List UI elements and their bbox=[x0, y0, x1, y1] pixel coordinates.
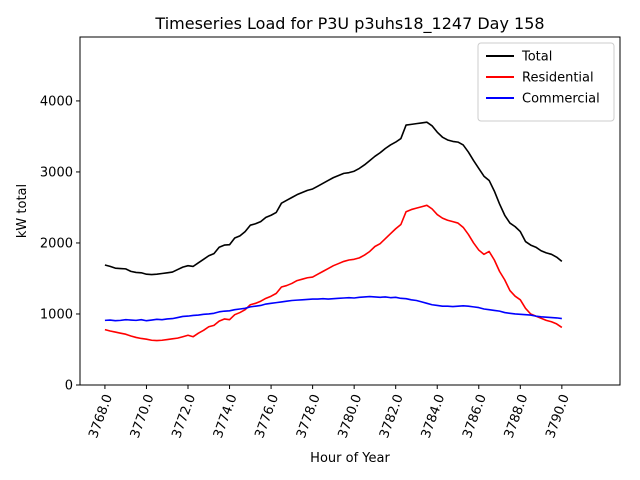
plot-frame bbox=[79, 36, 621, 386]
y-tick-label: 4000 bbox=[40, 94, 73, 109]
chart-title: Timeseries Load for P3U p3uhs18_1247 Day… bbox=[154, 14, 544, 34]
y-tick-label: 2000 bbox=[40, 236, 73, 251]
series-line-commercial bbox=[104, 295, 562, 322]
y-axis-label: kW total bbox=[15, 184, 30, 238]
y-axis: 0 1000 2000 3000 4000 bbox=[40, 94, 80, 394]
y-tick-label: 3000 bbox=[40, 165, 73, 180]
series-line-total bbox=[104, 121, 563, 276]
y-tick-label: 0 bbox=[65, 379, 73, 394]
legend-label-commercial: Commercial bbox=[522, 92, 600, 107]
y-tick-label: 1000 bbox=[40, 307, 73, 322]
plot-area bbox=[79, 36, 621, 386]
legend: Total Residential Commercial bbox=[477, 42, 615, 122]
legend-label-total: Total bbox=[521, 50, 552, 65]
legend-box bbox=[477, 42, 615, 122]
x-axis-label: Hour of Year bbox=[310, 451, 390, 466]
series-line-residential bbox=[104, 204, 563, 342]
legend-label-residential: Residential bbox=[522, 71, 594, 86]
